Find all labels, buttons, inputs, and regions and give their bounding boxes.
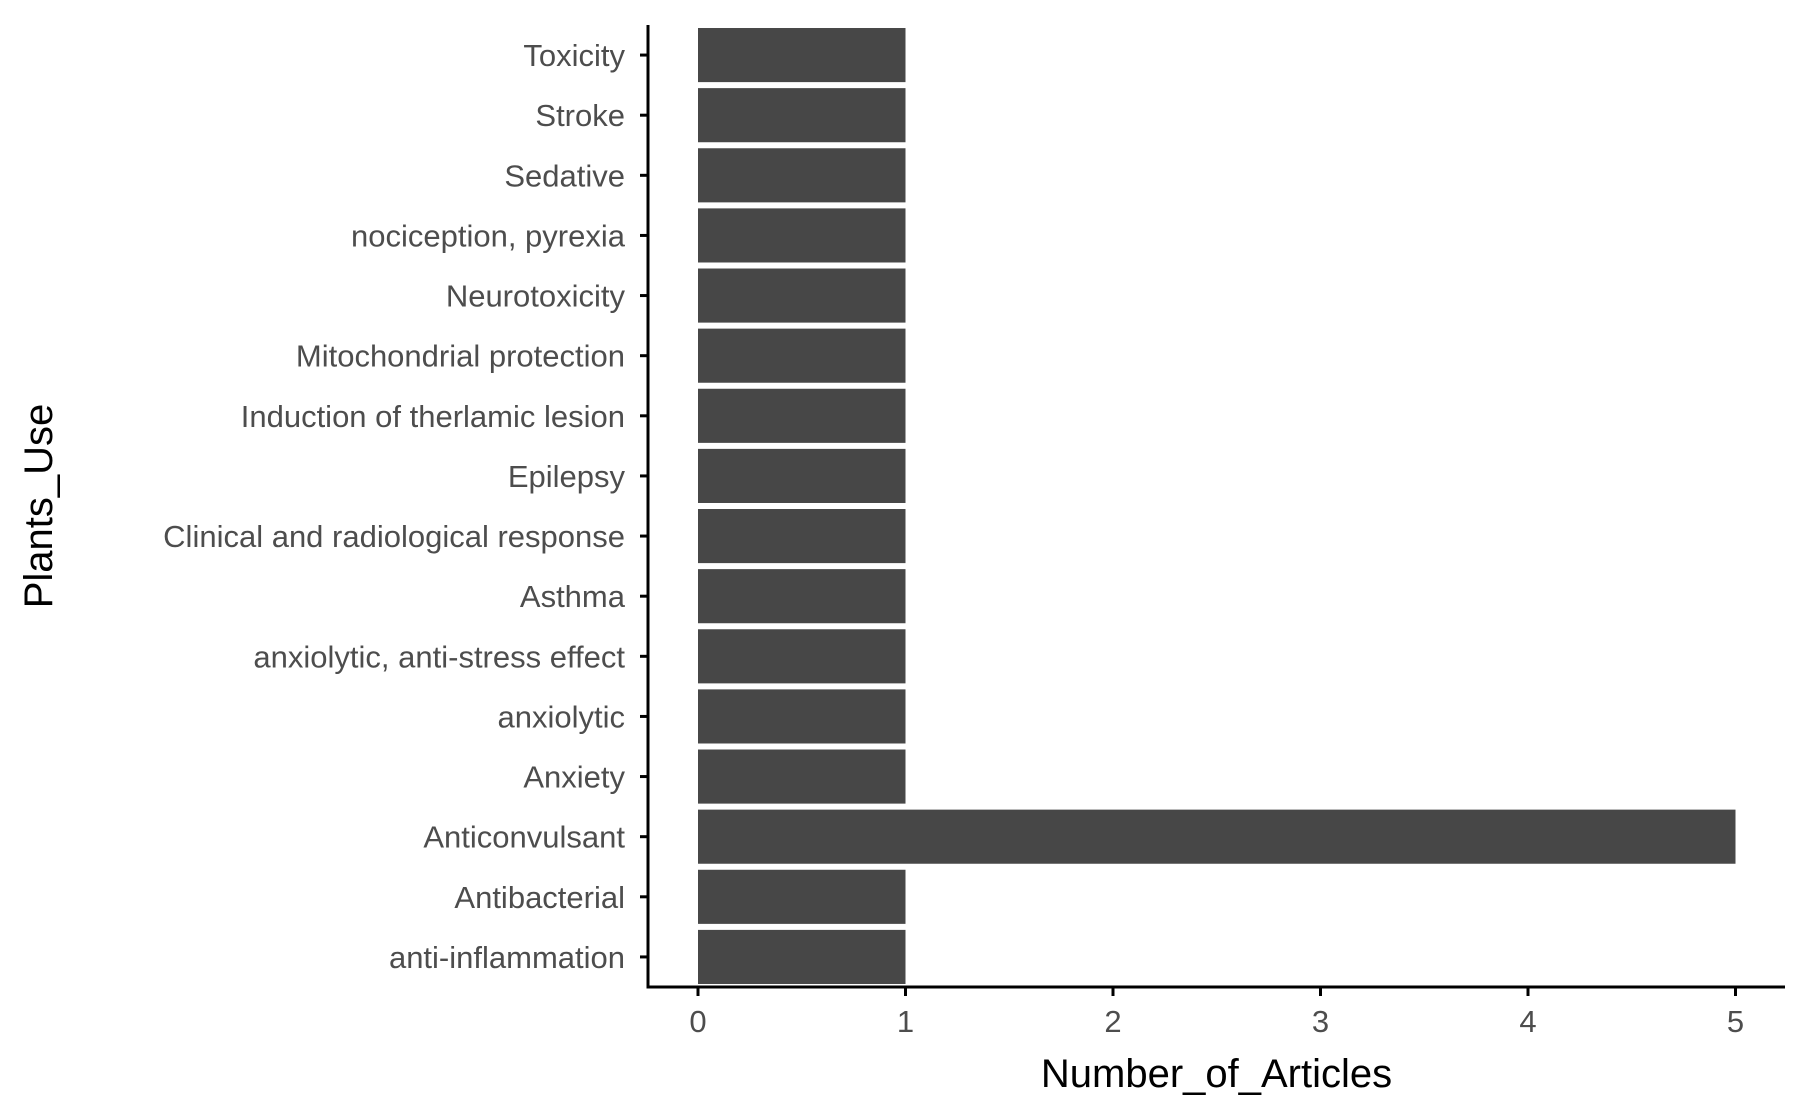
x-tick-label: 0: [689, 1004, 706, 1039]
x-axis-title: Number_of_Articles: [1041, 1052, 1392, 1096]
y-tick-label: Asthma: [520, 579, 626, 614]
bar-12: [698, 208, 906, 263]
y-tick-label: Clinical and radiological response: [163, 519, 625, 554]
x-tick-label: 3: [1312, 1004, 1329, 1039]
y-tick-label: anxiolytic, anti-stress effect: [253, 639, 625, 674]
y-axis-ticks: anti-inflammation Antibacterial Anticonvul…: [163, 38, 648, 975]
y-tick-label: nociception, pyrexia: [351, 218, 626, 253]
y-tick-label: Sedative: [504, 158, 625, 193]
bars-group: [698, 28, 1736, 984]
x-tick-label: 4: [1519, 1004, 1536, 1039]
bar-4: [698, 689, 906, 744]
y-tick-label: Anxiety: [523, 760, 625, 795]
bar-3: [698, 749, 906, 804]
bar-0: [698, 929, 906, 984]
x-tick-label: 2: [1104, 1004, 1121, 1039]
bar-6: [698, 569, 906, 624]
y-tick-label: anxiolytic: [498, 699, 626, 734]
bar-14: [698, 88, 906, 143]
bar-13: [698, 148, 906, 203]
bar-5: [698, 629, 906, 684]
y-tick-label: Toxicity: [523, 38, 625, 73]
bar-15: [698, 28, 906, 83]
bar-11: [698, 268, 906, 323]
y-tick-label: Antibacterial: [454, 880, 625, 915]
y-tick-label: anti-inflammation: [389, 940, 625, 975]
y-tick-label: Mitochondrial protection: [296, 339, 625, 374]
bar-7: [698, 509, 906, 564]
bar-1: [698, 869, 906, 924]
y-tick-label: Epilepsy: [508, 459, 626, 494]
y-tick-label: Neurotoxicity: [446, 279, 626, 314]
y-tick-label: Stroke: [535, 98, 625, 133]
y-tick-label: Induction of therlamic lesion: [241, 399, 625, 434]
bar-9: [698, 388, 906, 443]
y-axis-title: Plants_Use: [17, 404, 61, 609]
x-axis-ticks: 0 1 2 3 4 5: [689, 987, 1744, 1039]
x-tick-label: 1: [897, 1004, 914, 1039]
bar-8: [698, 448, 906, 503]
bar-10: [698, 328, 906, 383]
bar-2: [698, 809, 1736, 864]
x-tick-label: 5: [1727, 1004, 1744, 1039]
y-tick-label: Anticonvulsant: [423, 820, 625, 855]
